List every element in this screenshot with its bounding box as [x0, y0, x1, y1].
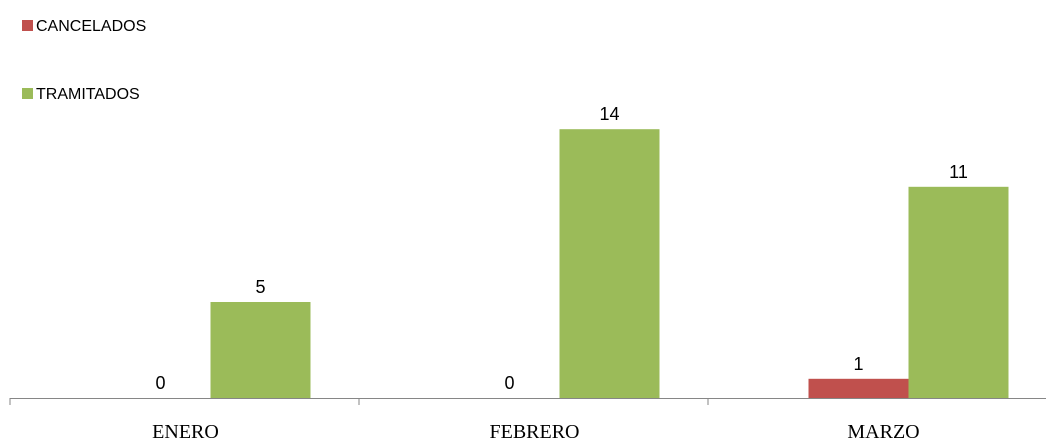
legend-label-tramitados: TRAMITADOS — [36, 86, 140, 103]
bar-tramitados-enero — [210, 302, 311, 398]
value-label-cancelados-enero: 0 — [155, 373, 165, 393]
legend: CANCELADOS TRAMITADOS — [22, 18, 146, 103]
legend-swatch-cancelados — [22, 20, 33, 31]
legend-label-cancelados: CANCELADOS — [36, 18, 146, 35]
bar-cancelados-marzo — [808, 378, 909, 398]
value-label-tramitados-enero: 5 — [255, 277, 265, 297]
x-axis: ENERO FEBRERO MARZO — [9, 398, 1046, 439]
bar-tramitados-marzo — [908, 186, 1009, 398]
value-label-tramitados-marzo: 11 — [949, 162, 968, 182]
category-label-febrero: FEBRERO — [489, 421, 579, 439]
legend-swatch-tramitados — [22, 88, 33, 99]
bar-tramitados-febrero — [559, 129, 660, 398]
bars — [210, 129, 1009, 398]
category-label-enero: ENERO — [152, 421, 219, 439]
value-label-cancelados-marzo: 1 — [853, 354, 863, 374]
value-label-tramitados-febrero: 14 — [599, 104, 619, 124]
category-label-marzo: MARZO — [847, 421, 919, 439]
value-label-cancelados-febrero: 0 — [504, 373, 514, 393]
